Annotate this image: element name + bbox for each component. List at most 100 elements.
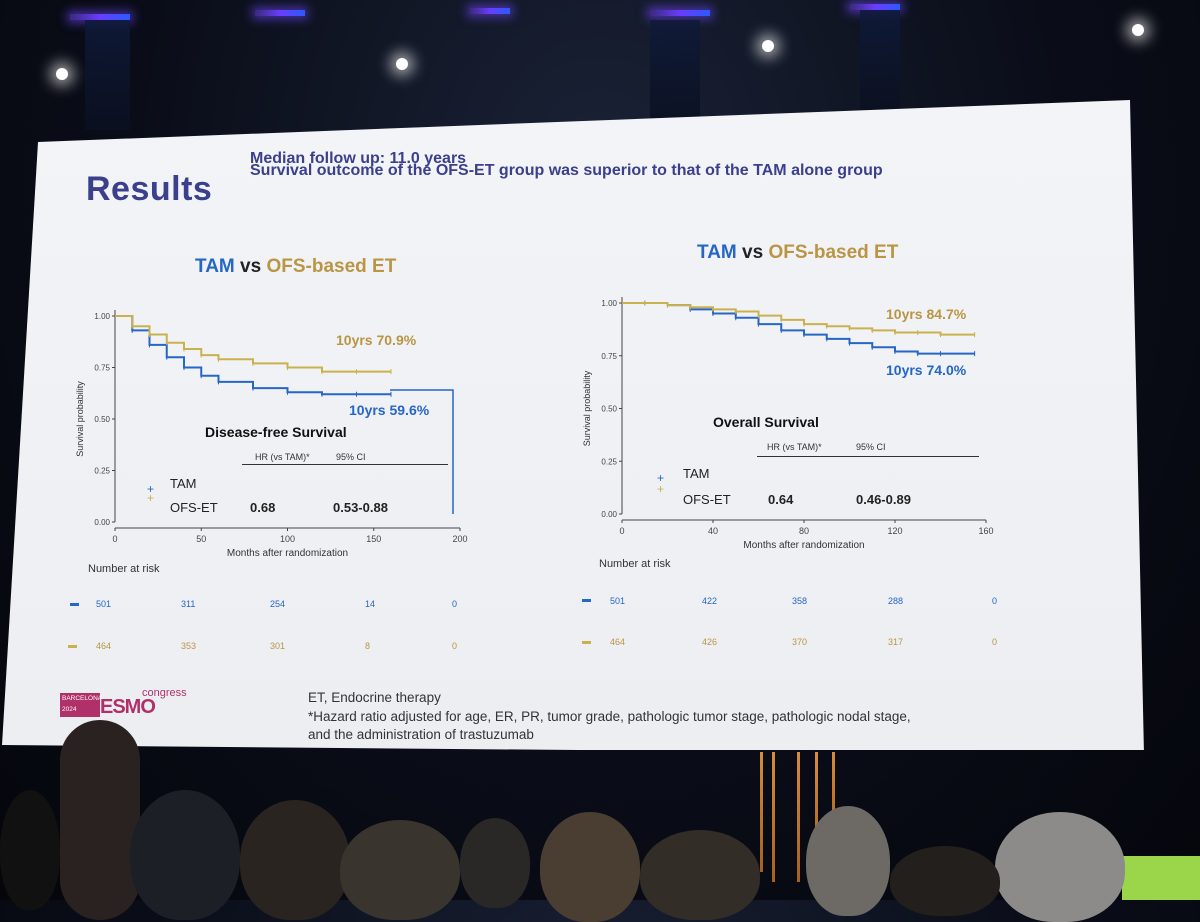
audience-head: [890, 846, 1000, 916]
risk-cell-ofs: 0: [452, 641, 458, 651]
stage-light-truss: [255, 10, 305, 16]
risk-cell-ofs: 0: [992, 637, 998, 647]
y-tick-label: 1.00: [94, 312, 110, 321]
x-tick-label: 0: [112, 534, 117, 544]
risk-cell-ofs: 301: [270, 641, 286, 651]
stage-spotlight: [56, 68, 68, 80]
slide-subtitle-outcome-text: Survival outcome of the OFS-ET group was…: [250, 162, 883, 179]
y-tick-label: 0.75: [601, 352, 617, 361]
slide-subtitle-followup: Median follow up: 11.0 years: [250, 150, 467, 167]
left-hr-value: 0.68: [250, 500, 276, 515]
right-ci-header: 95% CI: [856, 442, 886, 452]
y-axis-label: Survival probability: [75, 381, 85, 457]
stage-spotlight: [396, 58, 408, 70]
right-title-tam: TAM: [697, 242, 737, 263]
left-risk-title: Number at risk: [88, 563, 160, 575]
risk-cell-ofs: 464: [610, 637, 626, 647]
logo-suffix: congress: [142, 687, 187, 699]
esmo-logo: BARCELONA 2024 ESMO congress: [60, 687, 187, 718]
stage-light-truss: [650, 10, 710, 16]
risk-cell-tam: 254: [270, 599, 286, 609]
stage-decor-rod: [772, 752, 775, 882]
left-chart-name: Disease-free Survival: [205, 424, 347, 440]
logo-brand: ESMO: [100, 696, 156, 718]
stage-decor-rod: [760, 752, 763, 872]
left-hr-header: HR (vs TAM)*: [255, 452, 310, 462]
x-tick-label: 0: [619, 526, 624, 536]
x-tick-label: 160: [978, 526, 993, 536]
right-hr-header: HR (vs TAM)*: [767, 442, 822, 452]
right-title-vs: vs: [736, 242, 769, 263]
y-axis-label: Survival probability: [582, 370, 592, 446]
risk-cell-ofs: 426: [702, 637, 718, 647]
risk-cell-tam: 311: [181, 599, 196, 609]
risk-cell-tam: 501: [610, 596, 626, 606]
audience-head: [640, 830, 760, 920]
x-tick-label: 120: [887, 526, 902, 536]
risk-cell-tam: 501: [96, 599, 112, 609]
x-axis-label: Months after randomization: [743, 540, 864, 551]
right-legend-tam: TAM: [683, 466, 710, 481]
left-table-divider: [242, 464, 448, 465]
right-panel-title: TAM vs OFS-based ET: [697, 242, 898, 264]
logo-badge: BARCELONA 2024: [60, 693, 103, 717]
audience-head: [806, 806, 890, 916]
right-risk-ofs-swatch: [582, 641, 591, 644]
x-tick-label: 80: [799, 526, 809, 536]
stage-light-truss: [70, 14, 130, 20]
footnote-hazard: *Hazard ratio adjusted for age, ER, PR, …: [308, 709, 911, 724]
y-tick-label: 0.25: [94, 467, 110, 476]
audience-head: [540, 812, 640, 922]
right-legend-ofs: OFS-ET: [683, 492, 731, 507]
left-annotation-tam: 10yrs 59.6%: [349, 402, 430, 418]
left-ci-header: 95% CI: [336, 452, 366, 462]
risk-cell-tam: 422: [702, 596, 718, 606]
risk-cell-tam: 0: [452, 599, 458, 609]
right-annotation-ofs: 10yrs 84.7%: [886, 306, 967, 322]
stage-spotlight: [762, 40, 774, 52]
ten-year-marker-line: [390, 389, 454, 514]
right-legend-tam-marker: +: [657, 471, 665, 485]
right-chart-name: Overall Survival: [713, 414, 819, 430]
right-annotation-tam: 10yrs 74.0%: [886, 362, 967, 378]
risk-cell-tam: 14: [365, 599, 376, 609]
left-legend-ofs-marker: +: [147, 491, 155, 505]
x-tick-label: 40: [708, 526, 718, 536]
right-hr-value: 0.64: [768, 492, 794, 507]
y-tick-label: 0.75: [94, 364, 110, 373]
left-risk-tam-swatch: [70, 603, 79, 606]
right-table-divider: [757, 456, 979, 457]
right-risk-title: Number at risk: [599, 558, 671, 570]
stage-pillar: [650, 20, 700, 120]
stage-decor-rod: [815, 752, 818, 862]
risk-cell-ofs: 353: [181, 641, 197, 651]
left-annotation-ofs: 10yrs 70.9%: [336, 332, 417, 348]
projected-slide: [2, 100, 1144, 750]
slide-title: Results: [86, 170, 213, 208]
left-legend-tam: TAM: [170, 476, 197, 491]
logo-city: BARCELONA: [62, 695, 103, 702]
left-legend-tam-marker: +: [147, 482, 155, 496]
stage-light-truss: [470, 8, 510, 14]
y-tick-label: 1.00: [601, 299, 617, 308]
risk-cell-ofs: 370: [792, 637, 808, 647]
stage-decor-rod: [832, 752, 835, 842]
stage-pillar: [85, 20, 130, 130]
right-ci-value: 0.46-0.89: [856, 492, 911, 507]
series-line-tam: [115, 315, 391, 396]
stage-screen-green: [1122, 856, 1200, 900]
audience-head: [240, 800, 350, 920]
logo-year: 2024: [62, 706, 77, 713]
slide-subtitle-outcome: Survival outcome of the OFS-ET group was…: [250, 162, 883, 180]
left-survival-chart: 1.00 0.75 0.50 0.25 0.000 50 100 150 200 Survival…: [75, 310, 468, 559]
y-tick-label: 0.50: [601, 405, 617, 414]
x-axis-label: Months after randomization: [227, 548, 348, 559]
audience-head: [0, 790, 60, 910]
left-ci-value: 0.53-0.88: [333, 500, 388, 515]
risk-cell-tam: 288: [888, 596, 904, 606]
right-survival-chart: 1.00 0.75 0.50 0.25 0.000 40 80 120 160 Survival …: [582, 297, 994, 551]
x-tick-label: 200: [452, 534, 467, 544]
right-title-ofs: OFS-based ET: [768, 242, 899, 263]
footnote-et: ET, Endocrine therapy: [308, 690, 441, 705]
y-tick-label: 0.50: [94, 415, 110, 424]
